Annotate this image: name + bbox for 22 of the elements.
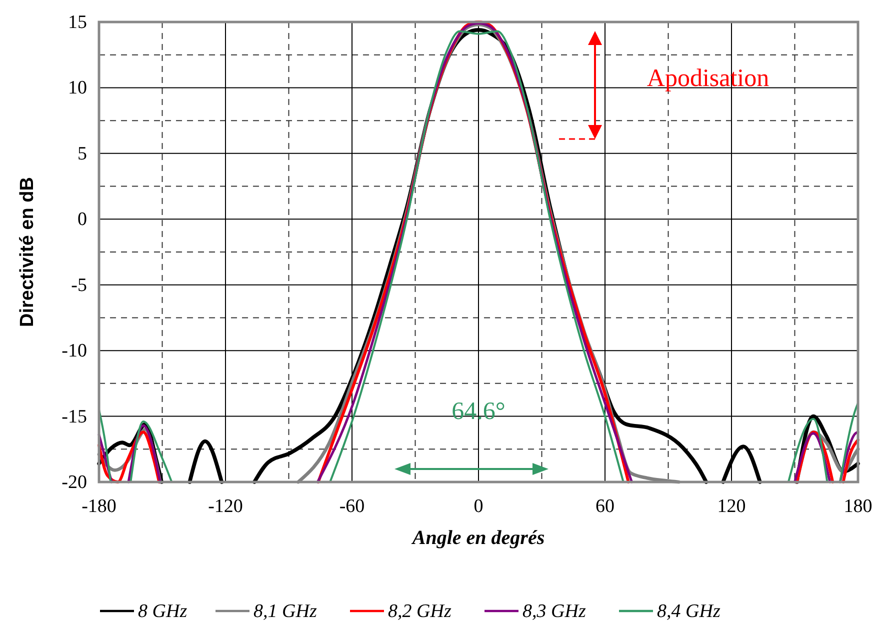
- x-tick-label: 120: [717, 496, 746, 517]
- legend-label: 8,4 GHz: [657, 601, 721, 622]
- y-tick-label: -20: [62, 472, 87, 493]
- legend-label: 8,1 GHz: [254, 601, 318, 622]
- x-tick-label: 0: [474, 496, 484, 517]
- y-tick-label: -5: [71, 274, 87, 296]
- x-axis-title: Angle en degrés: [410, 527, 545, 549]
- x-tick-label: -60: [339, 496, 365, 517]
- y-tick-label: 5: [78, 143, 87, 164]
- y-tick-label: -15: [62, 406, 87, 428]
- y-tick-label: 15: [68, 12, 87, 33]
- legend-label: 8 GHz: [138, 601, 188, 622]
- y-axis-title: Directivité en dB: [17, 177, 38, 327]
- x-tick-label: -180: [82, 496, 116, 517]
- y-tick-label: 10: [68, 78, 87, 99]
- x-tick-label: 60: [596, 496, 614, 517]
- y-tick-label: -10: [62, 340, 87, 362]
- x-tick-label: 180: [844, 496, 872, 517]
- legend-label: 8,2 GHz: [388, 601, 452, 622]
- legend-label: 8,3 GHz: [522, 601, 586, 622]
- y-tick-label: 0: [78, 209, 87, 230]
- x-tick-label: -120: [208, 496, 243, 517]
